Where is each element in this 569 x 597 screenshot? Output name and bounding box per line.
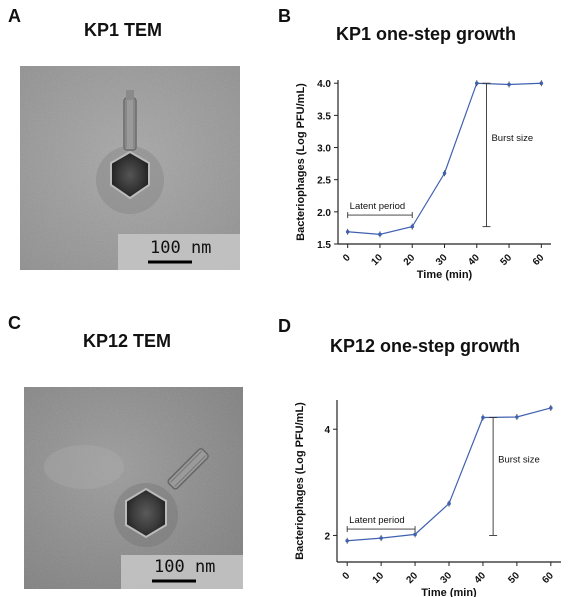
- kp12-latent-period-label: Latent period: [349, 515, 404, 526]
- kp12-x-tick-label: 0: [341, 570, 353, 582]
- panel-title-a: KP1 TEM: [84, 20, 163, 40]
- kp1-y-tick-label: 3.5: [317, 111, 331, 122]
- kp12-x-tick-label: 20: [405, 570, 421, 586]
- kp1-y-axis-label: Bacteriophages (Log PFU/mL): [295, 83, 307, 241]
- tem-image-kp12: 100 nm: [24, 387, 243, 589]
- chart-kp1-growth: 1.5 2.0 2.5 3.0 3.5 4.0 0 10 20 30 40 50 60 Time (min…: [295, 79, 551, 281]
- kp1-y-tick-label: 2.0: [317, 208, 331, 219]
- kp12-y-tick-label: 2: [324, 531, 330, 542]
- panel-letter-c: C: [8, 313, 21, 333]
- kp1-data-point: [410, 224, 415, 229]
- kp1-data-point: [378, 232, 382, 237]
- kp1-data-point: [345, 229, 350, 234]
- kp12-y-axis-label: Bacteriophages (Log PFU/mL): [294, 402, 306, 560]
- kp12-burst-size-label: Burst size: [498, 454, 540, 465]
- tem-image-kp1: 100 nm: [20, 66, 240, 270]
- kp1-data-point: [442, 171, 447, 176]
- kp12-y-tick-label: 4: [324, 425, 330, 436]
- panel-letter-d: D: [278, 316, 291, 336]
- kp1-latent-period-label: Latent period: [350, 201, 405, 212]
- kp1-y-tick-label: 2.5: [317, 176, 331, 187]
- panel-letter-b: B: [278, 6, 291, 26]
- kp12-data-point: [549, 406, 553, 410]
- kp12-x-tick-label: 50: [506, 570, 522, 586]
- panel-letter-a: A: [8, 6, 21, 26]
- kp1-y-tick-label: 3.0: [317, 144, 331, 155]
- kp12-x-tick-label: 40: [472, 570, 488, 586]
- kp12-data-point: [413, 532, 417, 537]
- kp12-data-point: [515, 415, 519, 419]
- kp1-y-tick-label: 4.0: [317, 79, 331, 90]
- scale-bar-label-a: 100 nm: [150, 238, 212, 258]
- kp1-burst-size-label: Burst size: [491, 133, 533, 144]
- kp12-x-axis-label: Time (min): [421, 587, 477, 597]
- scale-bar-label-c: 100 nm: [154, 557, 216, 577]
- kp12-x-tick-label: 60: [540, 570, 556, 586]
- kp12-x-tick-label: 30: [438, 570, 454, 586]
- kp1-y-tick-label: 1.5: [317, 240, 331, 251]
- kp1-data-point: [539, 81, 544, 86]
- kp12-x-tick-label: 10: [371, 570, 387, 586]
- kp12-data-point: [345, 538, 349, 543]
- panel-title-c: KP12 TEM: [83, 331, 172, 351]
- panel-title-b: KP1 one-step growth: [336, 24, 517, 44]
- panel-title-d: KP12 one-step growth: [330, 336, 521, 356]
- kp12-data-point: [481, 415, 485, 420]
- kp1-x-axis-label: Time (min): [417, 269, 473, 281]
- kp12-data-point: [447, 501, 451, 506]
- kp1-data-point: [507, 82, 511, 87]
- kp1-data-point: [474, 81, 479, 86]
- kp12-data-point: [379, 536, 383, 540]
